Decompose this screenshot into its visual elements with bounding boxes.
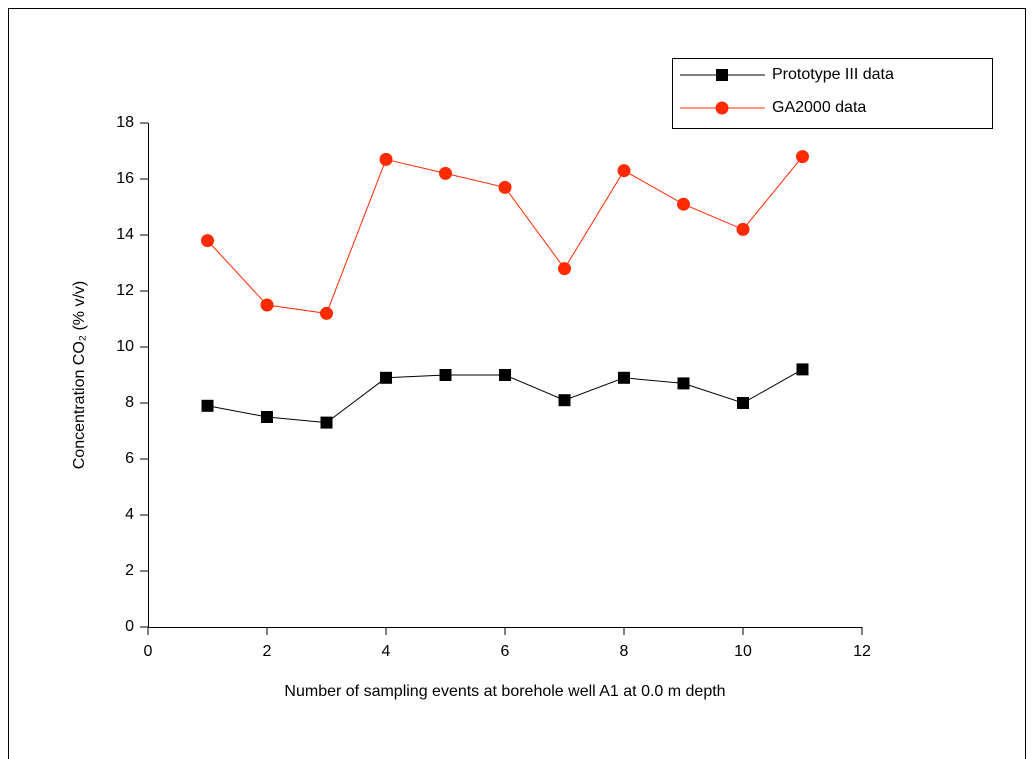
x-tick-label: 6 <box>501 643 510 660</box>
y-tick-label: 2 <box>125 562 134 579</box>
x-tick-label: 0 <box>144 643 153 660</box>
y-tick-label: 8 <box>125 394 134 411</box>
data-point <box>201 399 214 412</box>
data-point <box>736 222 750 236</box>
legend-label: Prototype III data <box>772 66 894 83</box>
data-point <box>260 298 274 312</box>
data-point <box>617 164 631 178</box>
y-tick-label: 10 <box>116 338 134 355</box>
data-point <box>320 306 333 320</box>
data-point <box>796 150 809 164</box>
y-tick-label: 18 <box>116 114 134 131</box>
legend-marker <box>716 69 728 81</box>
data-point <box>558 394 571 407</box>
data-point <box>677 377 690 390</box>
data-point <box>439 166 452 180</box>
data-point <box>677 197 690 211</box>
y-axis-label: Concentration CO₂ (% v/v) <box>71 281 88 470</box>
y-tick-label: 4 <box>125 506 134 523</box>
data-point <box>201 234 214 248</box>
x-tick-label: 12 <box>853 643 871 660</box>
data-point <box>261 411 273 423</box>
x-axis-label: Number of sampling events at borehole we… <box>284 683 725 700</box>
x-tick-label: 8 <box>620 643 629 660</box>
data-point <box>737 397 749 409</box>
y-tick-label: 16 <box>116 170 134 187</box>
data-point <box>618 371 630 384</box>
data-point <box>796 363 809 376</box>
y-tick-label: 12 <box>116 282 134 299</box>
data-point <box>498 180 512 194</box>
data-point <box>320 416 333 429</box>
data-point <box>499 369 511 381</box>
data-point <box>380 371 392 384</box>
x-tick-label: 10 <box>734 643 752 660</box>
y-tick-label: 14 <box>116 226 134 243</box>
data-point <box>558 262 571 276</box>
y-tick-label: 6 <box>125 450 134 467</box>
frame <box>8 8 1026 759</box>
x-tick-label: 4 <box>382 643 391 660</box>
y-tick-label: 0 <box>125 618 134 635</box>
series-line <box>207 156 803 314</box>
legend-marker <box>715 101 729 115</box>
data-point <box>439 369 452 381</box>
x-tick-label: 2 <box>263 643 272 660</box>
data-point <box>379 152 393 166</box>
legend-label: GA2000 data <box>772 99 866 116</box>
